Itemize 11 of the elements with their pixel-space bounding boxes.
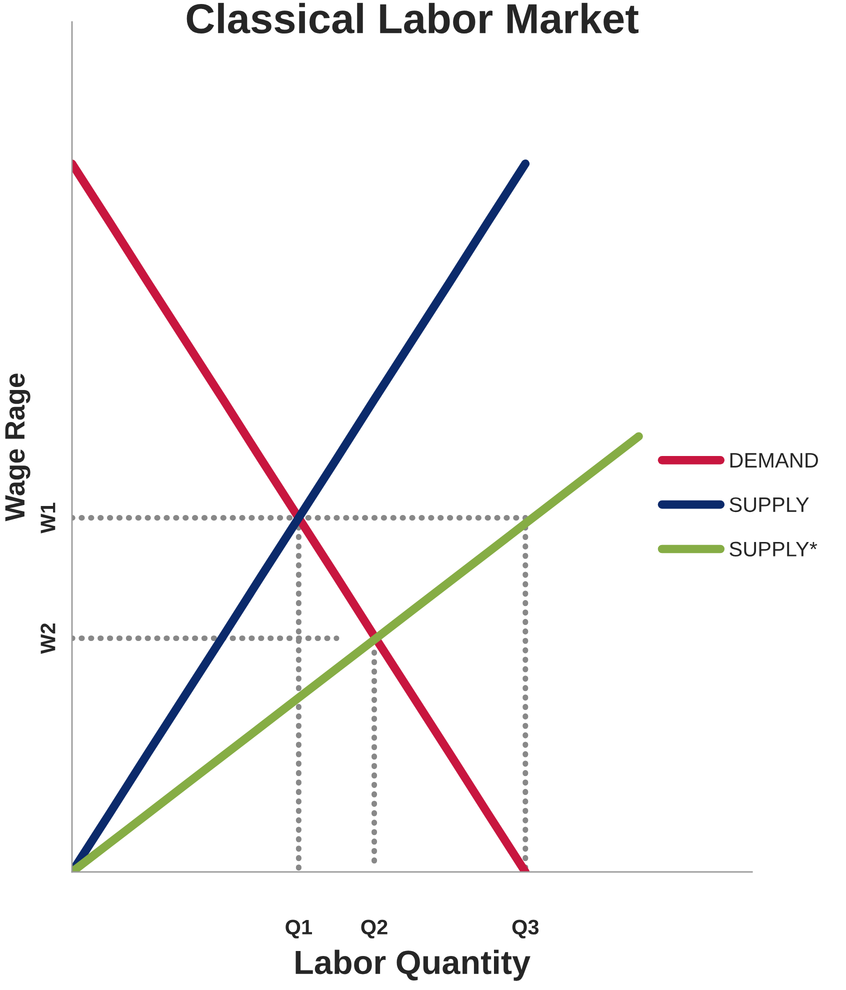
x-tick-label: Q1	[286, 920, 312, 938]
text: W2	[40, 623, 56, 654]
x-tick-label: Q2	[361, 920, 388, 938]
x-tick-label: Q3	[512, 920, 539, 938]
legend-label: DEMAND	[730, 453, 818, 468]
text: W1	[40, 502, 56, 534]
legend-label: SUPPLY	[730, 497, 809, 512]
legend-label: SUPPLY*	[730, 542, 818, 556]
x-axis-title: Labor Quantity	[296, 950, 530, 981]
y-axis-title: Wage Rage	[5, 374, 30, 522]
chart-title: Classical Labor Market	[186, 2, 638, 34]
